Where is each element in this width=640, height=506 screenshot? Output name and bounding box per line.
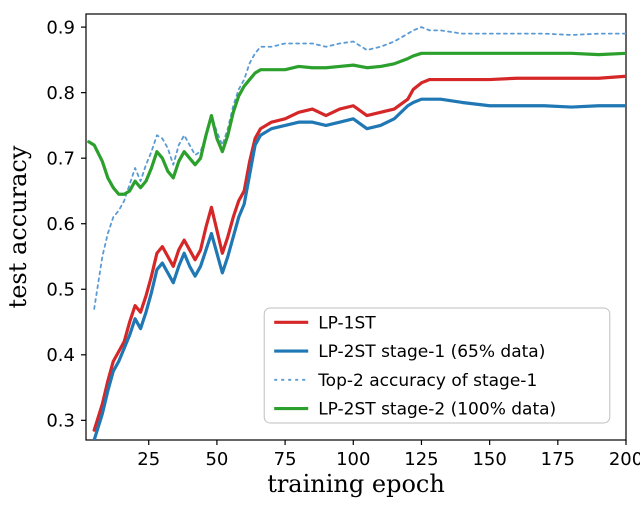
x-tick-label: 25	[137, 449, 160, 470]
y-axis-label: test accuracy	[4, 145, 32, 308]
x-tick-label: 75	[274, 449, 297, 470]
x-tick-label: 150	[472, 449, 506, 470]
y-tick-label: 0.9	[46, 17, 75, 38]
legend-label: Top-2 accuracy of stage-1	[317, 371, 537, 391]
x-tick-label: 200	[609, 449, 640, 470]
y-tick-label: 0.7	[46, 148, 75, 169]
x-tick-label: 175	[541, 449, 575, 470]
legend-label: LP-1ST	[318, 313, 376, 333]
legend-label: LP-2ST stage-2 (100% data)	[318, 400, 556, 420]
y-tick-label: 0.3	[46, 411, 75, 432]
y-tick-label: 0.4	[46, 345, 75, 366]
x-axis-label: training epoch	[267, 470, 445, 498]
y-tick-label: 0.6	[46, 214, 75, 235]
accuracy-line-chart: 25 50 75 100 125 150 175 200 0.3 0.4 0.5 0.6 0.7 0.8 0…	[0, 0, 640, 506]
x-tick-label: 50	[205, 449, 228, 470]
y-tick-label: 0.5	[46, 280, 75, 301]
legend: LP-1ST LP-2ST stage-1 (65% data) Top-2 acc…	[264, 308, 610, 423]
x-tick-label: 125	[404, 449, 438, 470]
legend-label: LP-2ST stage-1 (65% data)	[318, 342, 545, 362]
x-tick-label: 100	[336, 449, 370, 470]
y-tick-label: 0.8	[46, 83, 75, 104]
